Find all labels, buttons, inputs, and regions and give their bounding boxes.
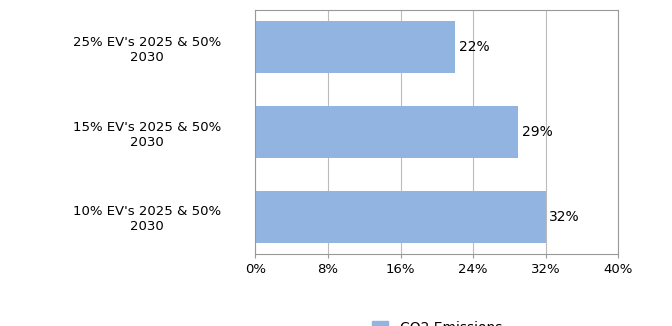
Legend: CO2 Emissions: CO2 Emissions — [366, 315, 507, 326]
Text: 22%: 22% — [458, 40, 489, 54]
Bar — [255, 191, 546, 243]
Bar — [255, 106, 519, 158]
Text: 29%: 29% — [522, 125, 553, 139]
Bar — [255, 21, 455, 73]
Text: 32%: 32% — [549, 210, 580, 224]
